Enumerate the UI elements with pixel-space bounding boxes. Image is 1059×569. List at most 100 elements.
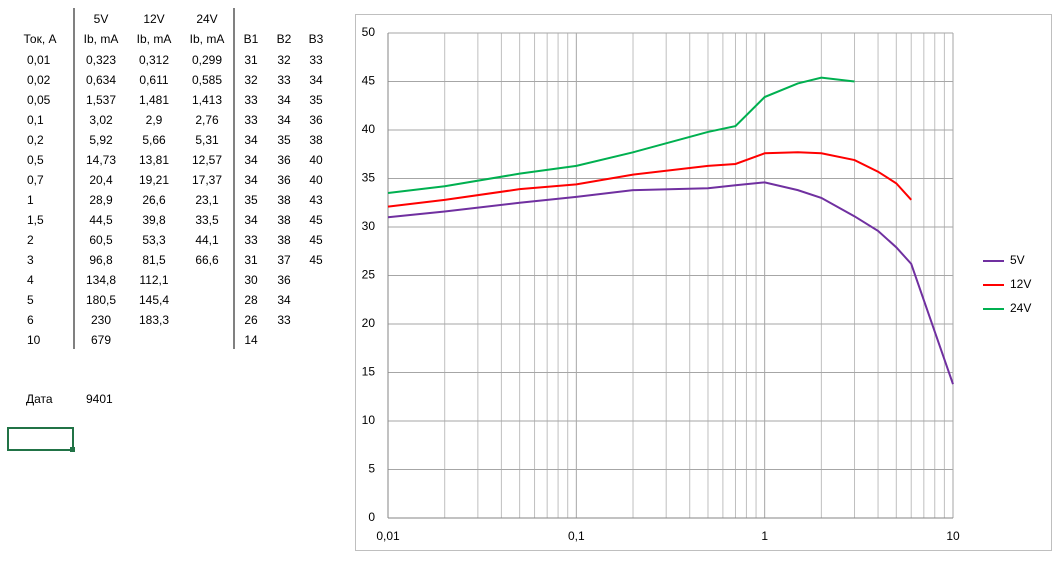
column-group: 12V (143, 12, 164, 26)
cell: 0,7 (27, 173, 44, 187)
x-tick-label: 0,1 (568, 529, 585, 543)
cell: 14,73 (86, 153, 116, 167)
cell: 3 (27, 253, 34, 267)
column-group: 5V (94, 12, 109, 26)
cell: 0,323 (86, 53, 116, 67)
cell: 32 (277, 53, 291, 67)
cell: 38 (277, 213, 291, 227)
cell: 5,66 (142, 133, 166, 147)
cell: 31 (244, 253, 258, 267)
cell: 26,6 (142, 193, 166, 207)
cell: 19,21 (139, 173, 169, 187)
cell: 38 (309, 133, 323, 147)
cell: 1,481 (139, 93, 169, 107)
series-line (387, 151, 912, 208)
cell: 40 (309, 153, 323, 167)
fill-handle[interactable] (70, 447, 75, 452)
cell: 60,5 (89, 233, 113, 247)
cell: 33,5 (195, 213, 219, 227)
cell: 34 (244, 213, 258, 227)
cell: 31 (244, 53, 258, 67)
y-tick-label: 5 (368, 462, 375, 476)
cell: 180,5 (86, 293, 116, 307)
cell: 0,01 (27, 53, 51, 67)
column-header: Ib, mA (84, 32, 119, 46)
cell: 32 (244, 73, 258, 87)
cell: 230 (91, 313, 111, 327)
cell: 1,413 (192, 93, 222, 107)
cell: 0,1 (27, 113, 44, 127)
y-tick-label: 35 (362, 171, 376, 185)
cell: 5,92 (89, 133, 113, 147)
y-tick-label: 50 (362, 25, 376, 39)
cell: 36 (277, 173, 291, 187)
cell: 26 (244, 313, 258, 327)
cell: 38 (277, 233, 291, 247)
cell: 33 (244, 113, 258, 127)
x-tick-label: 0,01 (376, 529, 400, 543)
cell: 0,634 (86, 73, 116, 87)
cell: 20,4 (89, 173, 113, 187)
selected-cell[interactable] (7, 427, 74, 451)
cell: 2 (27, 233, 34, 247)
cell: 34 (244, 133, 258, 147)
cell: 6 (27, 313, 34, 327)
cell: 38 (277, 193, 291, 207)
cell: 33 (244, 233, 258, 247)
cell: 34 (244, 173, 258, 187)
cell: 112,1 (139, 273, 168, 287)
cell: 183,3 (139, 313, 169, 327)
cell: 45 (309, 233, 323, 247)
cell: 43 (309, 193, 323, 207)
cell: 0,05 (27, 93, 51, 107)
cell: 0,585 (192, 73, 222, 87)
y-tick-label: 25 (362, 268, 376, 282)
chart-area[interactable] (355, 14, 1052, 551)
cell: 28,9 (89, 193, 113, 207)
cell: 0,299 (192, 53, 222, 67)
cell: 30 (244, 273, 258, 287)
x-tick-label: 1 (761, 529, 768, 543)
cell: 35 (244, 193, 258, 207)
cell: 39,8 (142, 213, 166, 227)
series-line (387, 181, 954, 385)
cell: 10 (27, 333, 41, 347)
cell: 0,2 (27, 133, 44, 147)
cell: 33 (277, 73, 291, 87)
y-tick-label: 40 (362, 122, 376, 136)
cell: 35 (277, 133, 291, 147)
cell: 33 (244, 93, 258, 107)
column-header: B1 (244, 32, 259, 46)
cell: 23,1 (195, 193, 219, 207)
y-tick-label: 10 (362, 413, 376, 427)
column-group: 24V (196, 12, 217, 26)
cell: 33 (309, 53, 323, 67)
cell: 36 (309, 113, 323, 127)
date-label: Дата (26, 392, 53, 406)
cell: 145,4 (139, 293, 169, 307)
cell: 4 (27, 273, 34, 287)
cell: 0,5 (27, 153, 44, 167)
date-value: 9401 (86, 392, 113, 406)
y-tick-label: 45 (362, 74, 376, 88)
column-header: B2 (277, 32, 292, 46)
cell: 134,8 (86, 273, 116, 287)
cell: 33 (277, 313, 291, 327)
cell: 53,3 (142, 233, 166, 247)
column-header: B3 (309, 32, 324, 46)
cell: 40 (309, 173, 323, 187)
cell: 0,02 (27, 73, 51, 87)
cell: 36 (277, 273, 291, 287)
cell: 679 (91, 333, 111, 347)
y-tick-label: 0 (368, 510, 375, 524)
cell: 66,6 (195, 253, 219, 267)
cell: 37 (277, 253, 291, 267)
cell: 12,57 (192, 153, 222, 167)
cell: 1,537 (86, 93, 116, 107)
cell: 34 (309, 73, 323, 87)
cell: 45 (309, 213, 323, 227)
cell: 28 (244, 293, 258, 307)
cell: 1,5 (27, 213, 44, 227)
cell: 5,31 (195, 133, 219, 147)
